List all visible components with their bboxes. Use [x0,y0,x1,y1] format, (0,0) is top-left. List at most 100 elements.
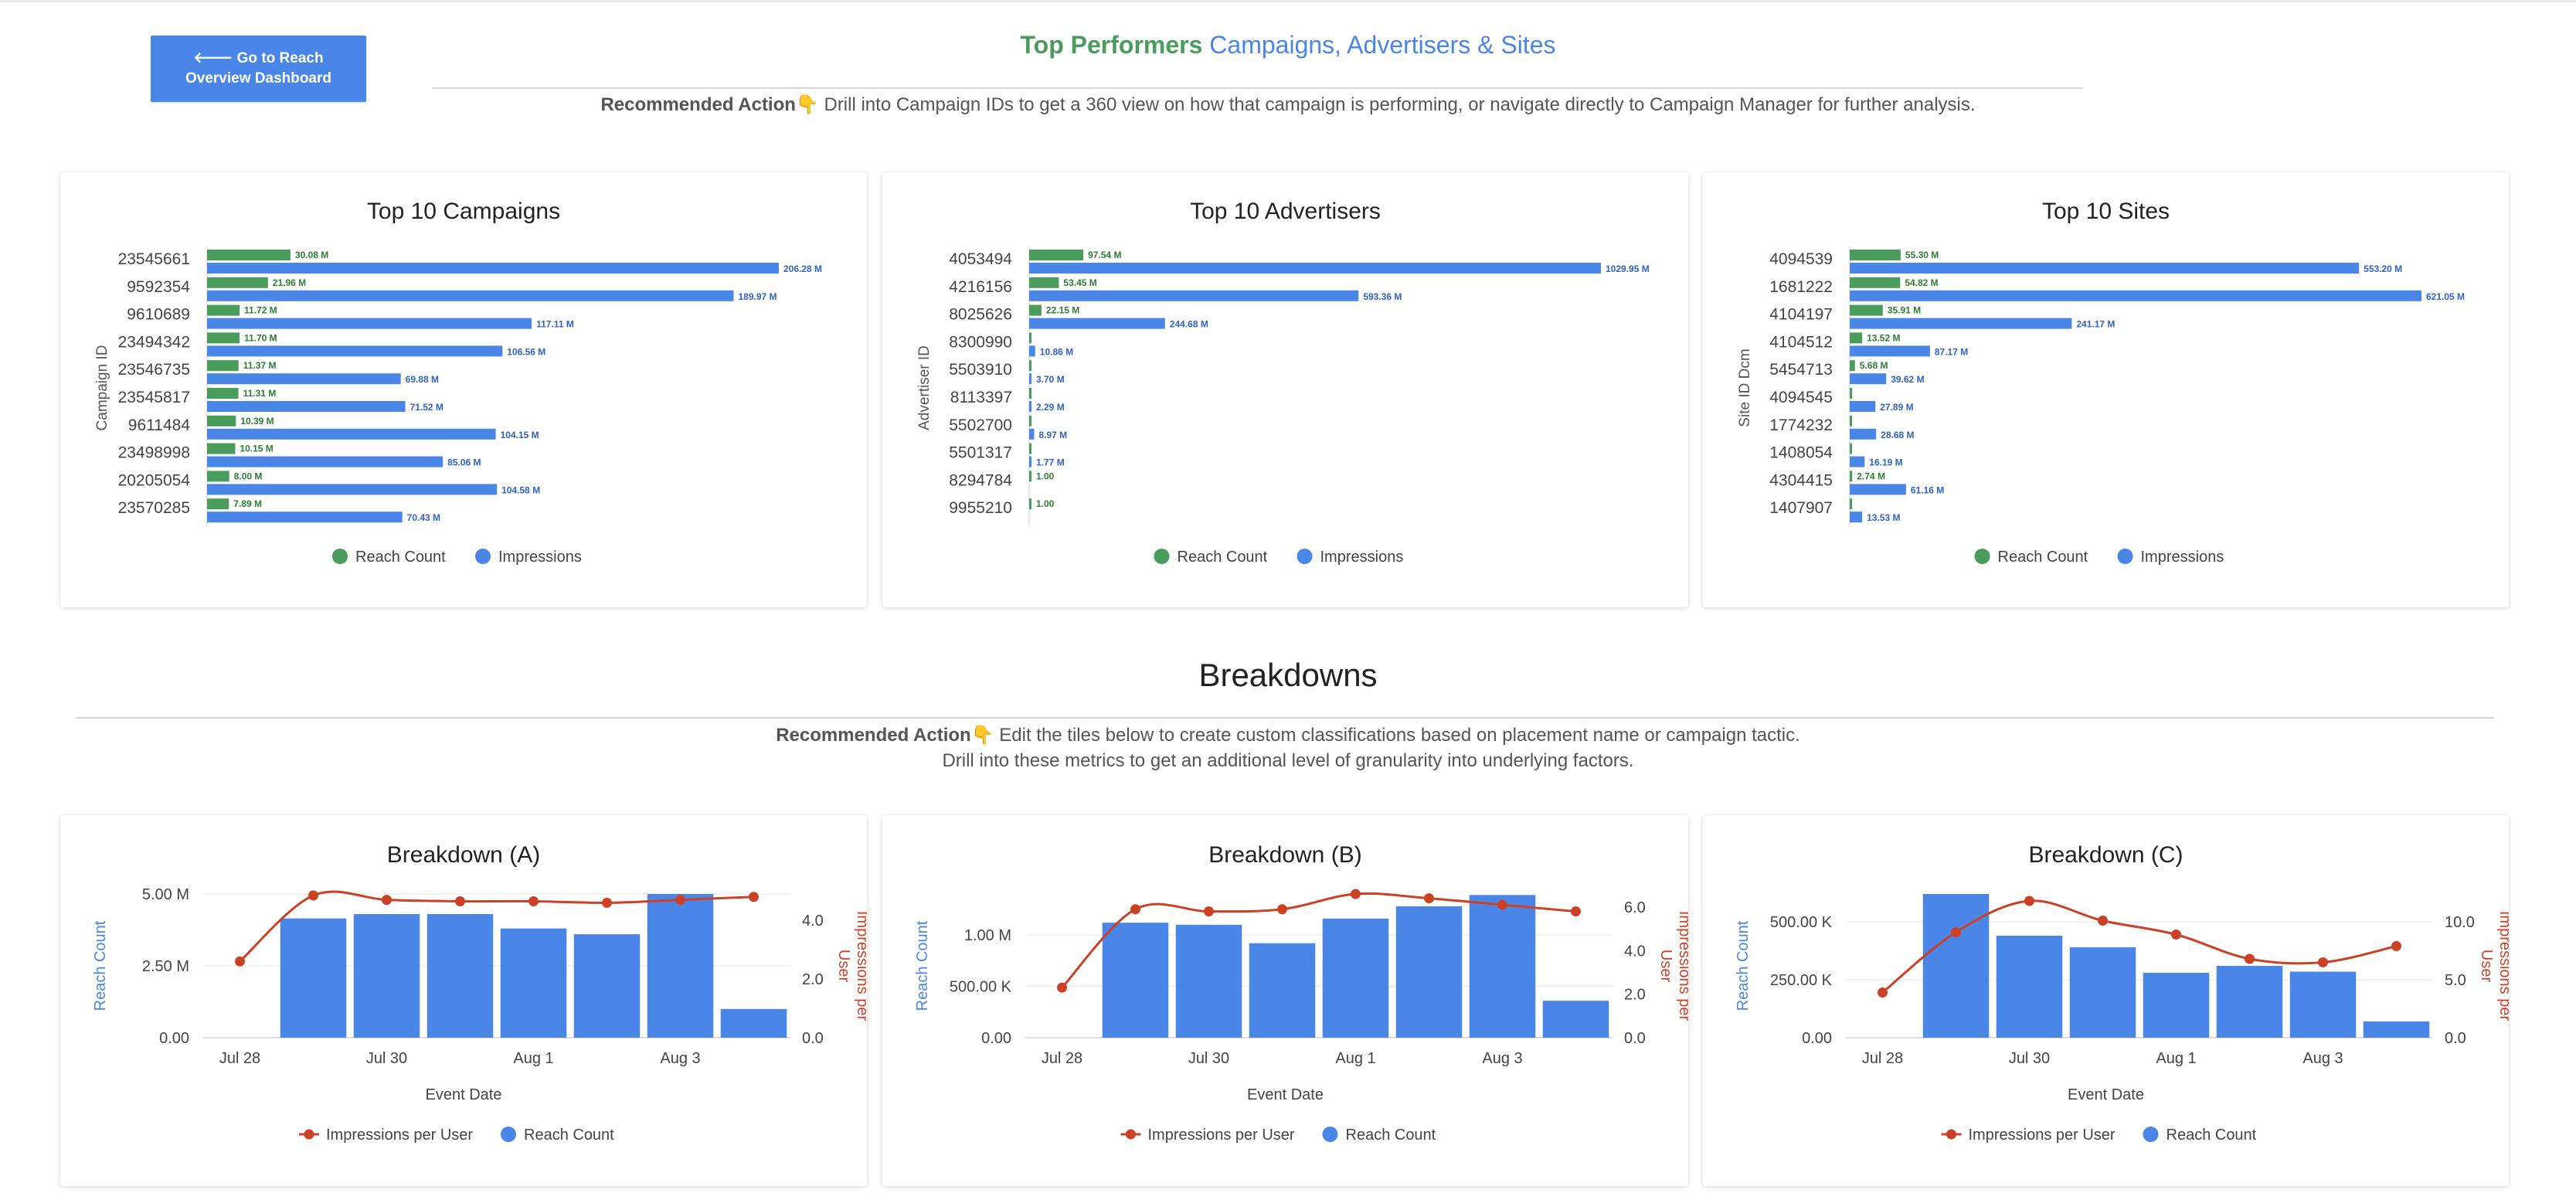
impressions-bar [207,401,406,412]
reach-count-bar [2216,966,2283,1038]
impressions-data-label: 117.11 M [536,319,574,330]
reach-data-label: 11.72 M [244,305,277,316]
reach-data-label: 1.00 [1036,471,1055,481]
impressions-data-label: 593.36 M [1363,291,1402,302]
legend-reach-marker [2143,1127,2159,1142]
reach-bar [1029,443,1031,454]
impressions-per-user-point [1204,906,1214,917]
impressions-bar [207,263,779,274]
category-label: 8025626 [949,306,1012,324]
impressions-per-user-point [1351,889,1361,899]
reach-bar [207,388,239,399]
recommended-action-line2: Drill into these metrics to get an addit… [942,750,1634,771]
reach-bar [1850,304,1883,316]
recommended-action-top: Recommended Action👇 Drill into Campaign … [0,93,2576,116]
impressions-data-label: 241.17 M [2076,319,2115,330]
impressions-bar [1029,456,1031,467]
category-label: 8300990 [949,333,1012,351]
reach-bar [1850,415,1852,427]
x-tick-label: Aug 3 [1482,1050,1522,1067]
impressions-data-label: 28.68 M [1881,430,1914,440]
reach-bar [207,277,268,288]
impressions-bar [1850,318,2072,329]
impressions-bar [1850,512,1863,523]
impressions-per-user-point [1130,904,1140,915]
category-label: 23494342 [118,333,190,351]
y-tick-label: 0.00 [1802,1030,1832,1047]
reach-bar [207,415,236,427]
y-axis-title-right: Impressions perUser [835,911,867,1021]
reach-data-label: 53.45 M [1063,277,1096,288]
impressions-data-label: 10.86 M [1040,346,1073,357]
legend-reach-count-label: Reach Count [2166,1127,2257,1144]
reach-count-bar [2363,1021,2430,1038]
y-tick-label: 2.50 M [142,958,189,975]
back-button-line2: Overview Dashboard [185,70,332,87]
y2-tick-label: 2.0 [802,971,824,988]
impressions-data-label: 3.70 M [1036,374,1065,385]
x-tick-label: Jul 28 [219,1050,260,1067]
top-campaigns-chart: Campaign ID 23545661 30.08 M 206.28 M 959235… [94,246,822,566]
x-tick-label: Aug 1 [513,1050,553,1067]
y-axis-title-right: Impressions perUser [2478,911,2509,1021]
recommended-action-text: Drill into Campaign IDs to get a 360 vie… [824,94,1976,115]
reach-data-label: 1.00 [1036,498,1055,509]
top-advertisers-chart: Advertiser ID 4053494 97.54 M 1029.95 M 4216… [916,246,1650,566]
y-axis-title: Campaign ID [94,345,110,431]
impressions-per-user-point [2098,916,2108,926]
reach-bar [1850,332,1863,344]
reach-bar [1850,360,1855,372]
reach-data-label: 55.30 M [1905,250,1939,260]
impressions-data-label: 39.62 M [1891,374,1924,385]
y2-tick-label: 0.0 [2445,1030,2466,1047]
reach-bar [1029,415,1031,427]
legend-impressions-marker [2117,549,2133,564]
breakdowns-title: Breakdowns [1198,657,1378,693]
y2-tick-label: 6.0 [1624,899,1646,916]
category-label: 4104197 [1769,306,1833,324]
category-label: 5502700 [949,416,1012,434]
legend-reach-marker [332,549,348,564]
impressions-data-label: 85.06 M [447,457,481,468]
breakdown-c-chart: 500.00 K 250.00 K 0.00 10.0 5.0 0.0 Jul 28 Jul … [1735,894,2509,1144]
reach-data-label: 97.54 M [1088,250,1121,260]
impressions-data-label: 70.43 M [407,512,440,523]
impressions-data-label: 2.29 M [1036,402,1065,413]
reach-data-label: 11.70 M [244,332,277,343]
legend-impressions-marker [475,549,491,564]
impressions-bar [1850,373,1887,385]
reach-count-bar [1542,1001,1609,1038]
page-title-part1: Top Performers [1020,31,1203,59]
category-label: 9610689 [127,306,190,324]
impressions-per-user-point [1951,927,1961,937]
impressions-bar [1850,345,1930,357]
recommended-action-breakdowns: Recommended Action👇 Edit the tiles below… [0,722,2576,773]
y-tick-label: 0.00 [159,1030,189,1047]
reach-count-bar [647,894,714,1038]
impressions-per-user-point [2024,896,2034,906]
breakdown-b-title: Breakdown (B) [1208,842,1362,868]
impressions-per-user-point [455,896,465,906]
category-label: 8294784 [949,471,1012,489]
impressions-per-user-point [675,895,685,906]
go-to-reach-overview-button[interactable]: 🡐 Go to Reach Overview Dashboard [151,36,366,102]
category-label: 5501317 [949,444,1012,462]
legend-line-marker-dot [1126,1129,1136,1140]
impressions-data-label: 16.19 M [1869,457,1902,468]
impressions-bar [1029,290,1359,301]
reach-bar [1850,250,1901,260]
category-label: 4304415 [1769,471,1833,489]
reach-count-bar [1102,923,1169,1038]
reach-data-label: 22.15 M [1046,305,1079,316]
impressions-bar [1850,456,1865,467]
reach-data-label: 11.37 M [243,360,277,371]
y2-tick-label: 10.0 [2445,914,2475,931]
y2-tick-label: 4.0 [802,913,824,930]
reach-data-label: 10.15 M [240,444,273,454]
impressions-per-user-point [1497,899,1507,910]
impressions-bar [207,345,503,357]
breakdown-a-card: Breakdown (A) 5.00 M 2.50 M 0.00 4.0 2.0 0.0 J… [60,815,867,1186]
impressions-data-label: 8.97 M [1038,430,1067,440]
impressions-bar [207,318,532,329]
impressions-data-label: 553.20 M [2364,263,2402,274]
